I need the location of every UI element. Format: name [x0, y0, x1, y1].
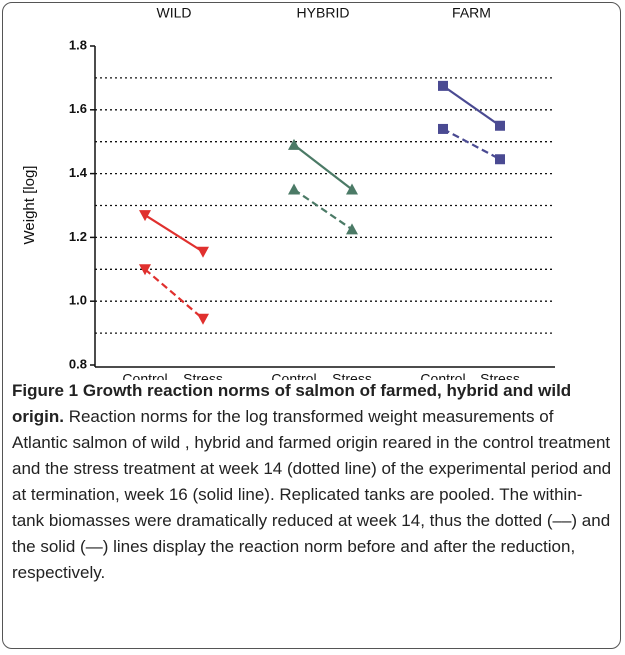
marker [139, 210, 151, 222]
marker [346, 183, 358, 195]
chart: Weight [log] 0.8 1.0 1.2 1.4 1.6 1.8 WILD Contr… [21, 5, 555, 380]
marker [288, 183, 300, 195]
y-tick-label: 1.0 [69, 293, 87, 308]
marker [139, 264, 151, 276]
line [293, 144, 353, 191]
x-tick-label: Control [122, 371, 167, 380]
caption-text: Reaction norms for the log transformed w… [12, 407, 612, 582]
x-tick-label: Stress [480, 371, 520, 380]
group-label: FARM [452, 5, 491, 21]
y-tick-label: 1.4 [69, 165, 88, 180]
line [442, 84, 501, 127]
figure-frame [2, 2, 621, 649]
line [442, 127, 501, 161]
group-label: HYBRID [297, 5, 350, 21]
x-tick-label: Stress [183, 371, 223, 380]
caption-title: Figure 1 Growth reaction norms of salmon… [12, 381, 572, 426]
marker [438, 123, 448, 134]
caption: Figure 1 Growth reaction norms of salmon… [12, 378, 612, 586]
x-tick-label: Control [271, 371, 316, 380]
line [293, 188, 353, 231]
marker [197, 313, 209, 325]
x-tick-label: Control [420, 371, 465, 380]
group-label: WILD [157, 5, 192, 21]
y-tick-label: 0.8 [69, 356, 87, 371]
line [144, 268, 204, 320]
marker [495, 154, 505, 165]
marker [197, 246, 209, 258]
line [144, 214, 204, 253]
marker [495, 120, 505, 131]
y-axis-label: Weight [log] [21, 166, 38, 245]
y-tick-label: 1.8 [69, 37, 87, 52]
marker [288, 138, 300, 150]
y-tick-label: 1.6 [69, 101, 87, 116]
marker [438, 80, 448, 91]
marker [346, 223, 358, 235]
x-tick-label: Stress [332, 371, 372, 380]
y-tick-label: 1.2 [69, 229, 87, 244]
